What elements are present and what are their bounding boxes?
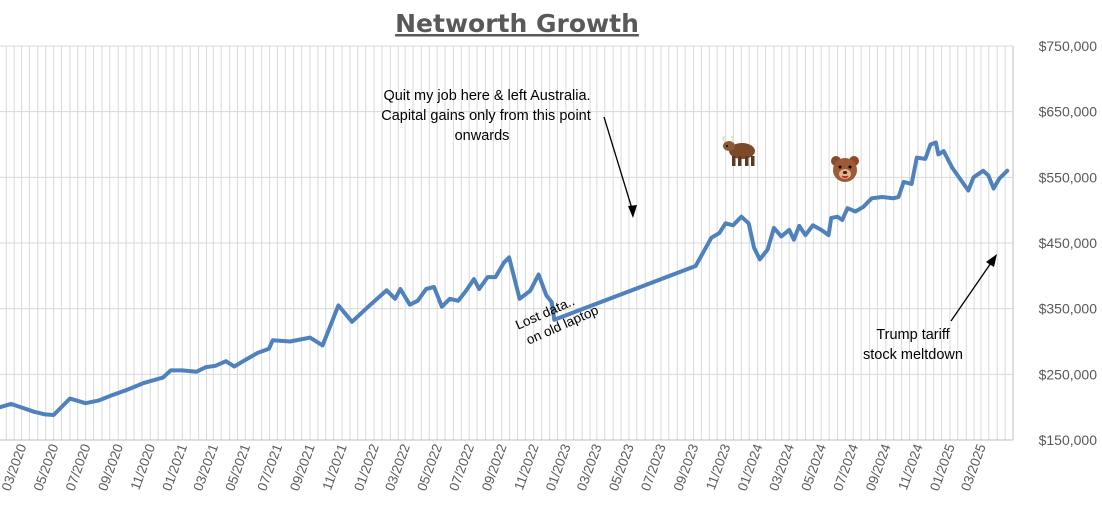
x-tick-label: 11/2024 — [895, 441, 926, 492]
x-tick-label: 09/2023 — [671, 442, 702, 493]
x-tick-label: 07/2022 — [446, 442, 477, 493]
y-tick-label: $650,000 — [1039, 104, 1098, 120]
x-tick-label: 07/2021 — [254, 442, 285, 493]
y-tick-label: $550,000 — [1039, 169, 1098, 185]
annotation-quit-job-line1: Quit my job here & left Australia. — [383, 88, 590, 104]
x-tick-label: 05/2020 — [31, 442, 62, 493]
x-tick-label: 11/2021 — [319, 442, 349, 492]
x-tick-label: 09/2024 — [863, 441, 894, 492]
x-tick-label: 05/2022 — [414, 442, 445, 493]
annotation-arrow-quit-job — [603, 116, 634, 213]
y-tick-label: $150,000 — [1039, 432, 1098, 448]
y-tick-labels: $150,000 $250,000 $350,000 $450,000 $550,000… — [1039, 38, 1098, 448]
x-tick-label: 05/2021 — [222, 442, 253, 493]
x-tick-label: 09/2020 — [95, 442, 126, 493]
x-tick-label: 05/2024 — [798, 441, 829, 492]
x-tick-label: 01/2022 — [351, 442, 382, 493]
x-tick-label: 11/2022 — [511, 442, 541, 492]
series-layer — [0, 140, 1010, 417]
series-line-networth — [0, 140, 1010, 417]
annotation-arrowhead-quit-job — [628, 205, 637, 218]
annotation-arrowhead-tariff — [986, 254, 997, 267]
x-tick-label: 11/2020 — [128, 442, 158, 492]
annotation-tariff-line1: Trump tariff — [876, 327, 950, 343]
y-tick-label: $750,000 — [1039, 38, 1098, 54]
annotation-quit-job-line3: onwards — [455, 128, 510, 144]
x-tick-label: 05/2023 — [606, 442, 637, 493]
x-tick-label: 09/2021 — [287, 442, 318, 493]
y-tick-label: $250,000 — [1039, 366, 1098, 382]
chart-title: Networth Growth — [395, 9, 639, 38]
x-tick-label: 03/2023 — [574, 442, 605, 493]
y-tick-label: $450,000 — [1039, 235, 1098, 251]
x-tick-label: 01/2023 — [543, 442, 574, 493]
x-tick-label: 07/2023 — [638, 442, 669, 493]
x-tick-label: 01/2021 — [159, 442, 190, 493]
annotation-arrow-tariff — [950, 259, 994, 322]
bear-icon — [831, 156, 859, 182]
annotation-quit-job-line2: Capital gains only from this point — [381, 108, 591, 124]
x-tick-label: 03/2022 — [382, 442, 413, 493]
bull-icon — [722, 135, 755, 166]
x-tick-label: 09/2022 — [479, 442, 510, 493]
x-tick-label: 03/2020 — [0, 442, 29, 493]
x-tick-label: 03/2024 — [766, 441, 797, 492]
x-tick-label: 11/2023 — [703, 442, 733, 492]
x-tick-label: 01/2024 — [735, 441, 766, 492]
x-tick-labels: 03/2020 05/2020 07/2020 09/2020 11/2020 01/20… — [0, 441, 989, 492]
x-tick-label: 01/2025 — [927, 442, 958, 493]
grid-layer — [0, 45, 1013, 441]
x-tick-label: 07/2024 — [830, 441, 861, 492]
axis-layer — [0, 45, 1014, 441]
annotation-tariff-line2: stock meltdown — [863, 347, 963, 363]
x-tick-label: 03/2025 — [958, 442, 989, 493]
x-tick-label: 07/2020 — [63, 442, 94, 493]
y-tick-label: $350,000 — [1039, 301, 1098, 317]
x-tick-label: 03/2021 — [190, 442, 221, 493]
